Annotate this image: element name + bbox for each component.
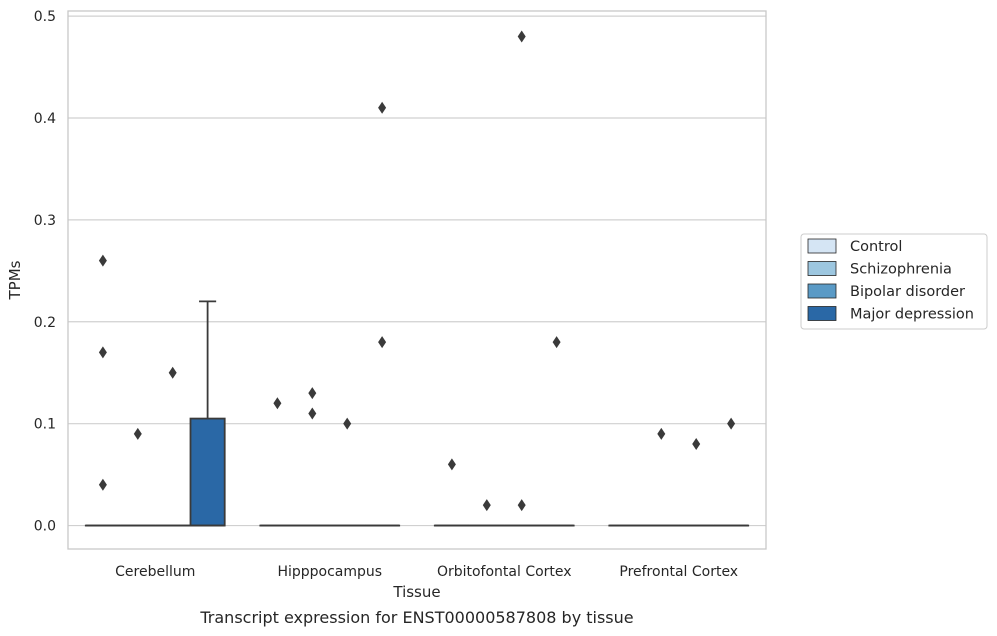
x-tick-label: Hipppocampus <box>277 564 382 580</box>
outlier-point <box>168 366 177 379</box>
legend-swatch <box>807 238 837 254</box>
outlier-point <box>517 30 526 43</box>
outlier-point <box>308 387 317 400</box>
chart-caption: Transcript expression for ENST0000058780… <box>199 608 633 627</box>
x-axis-label: Tissue <box>392 583 440 601</box>
x-tick-label: Cerebellum <box>115 564 195 580</box>
legend-swatch <box>807 306 837 321</box>
y-tick-label: 0.1 <box>34 417 56 433</box>
outlier-point <box>482 499 491 512</box>
y-tick-labels: 0.0 0.1 0.2 0.3 0.4 0.5 <box>34 9 56 534</box>
y-tick-label: 0.5 <box>34 9 56 25</box>
y-tick-label: 0.2 <box>34 315 56 331</box>
x-tick-label: Orbitofontal Cortex <box>437 564 572 580</box>
outlier-point <box>657 427 666 440</box>
grid-lines <box>68 15 766 527</box>
x-tick-label: Prefrontal Cortex <box>619 564 738 580</box>
legend-frame <box>800 233 988 330</box>
outlier-point <box>692 438 701 451</box>
box <box>189 417 226 527</box>
legend-label: Schizophrenia <box>850 262 952 278</box>
outlier-point <box>308 407 317 420</box>
outlier-point <box>447 458 456 471</box>
outlier-point <box>98 346 107 359</box>
box-plots <box>84 300 750 527</box>
outlier-points <box>98 30 736 512</box>
outlier-point <box>273 397 282 410</box>
legend-label: Major depression <box>850 307 974 323</box>
outlier-point <box>552 336 561 349</box>
y-tick-label: 0.3 <box>34 213 56 229</box>
outlier-point <box>343 417 352 430</box>
outlier-point <box>98 254 107 267</box>
legend-swatch <box>807 261 837 276</box>
legend-label: Bipolar disorder <box>850 284 965 300</box>
x-tick-labels: Cerebellum Hipppocampus Orbitofontal Corte… <box>115 564 738 580</box>
outlier-point <box>727 417 736 430</box>
outlier-point <box>378 336 387 349</box>
plot-frame <box>67 10 767 550</box>
y-tick-label: 0.0 <box>34 519 56 535</box>
legend: Control Schizophrenia Bipolar disorder Majo… <box>800 233 988 330</box>
legend-swatch <box>807 283 837 299</box>
outlier-point <box>98 478 107 491</box>
outlier-point <box>517 499 526 512</box>
y-tick-label: 0.4 <box>34 111 56 127</box>
outlier-point <box>378 101 387 114</box>
outlier-point <box>133 427 142 440</box>
legend-label: Control <box>850 239 902 255</box>
y-axis-label: TPMs <box>6 260 24 300</box>
